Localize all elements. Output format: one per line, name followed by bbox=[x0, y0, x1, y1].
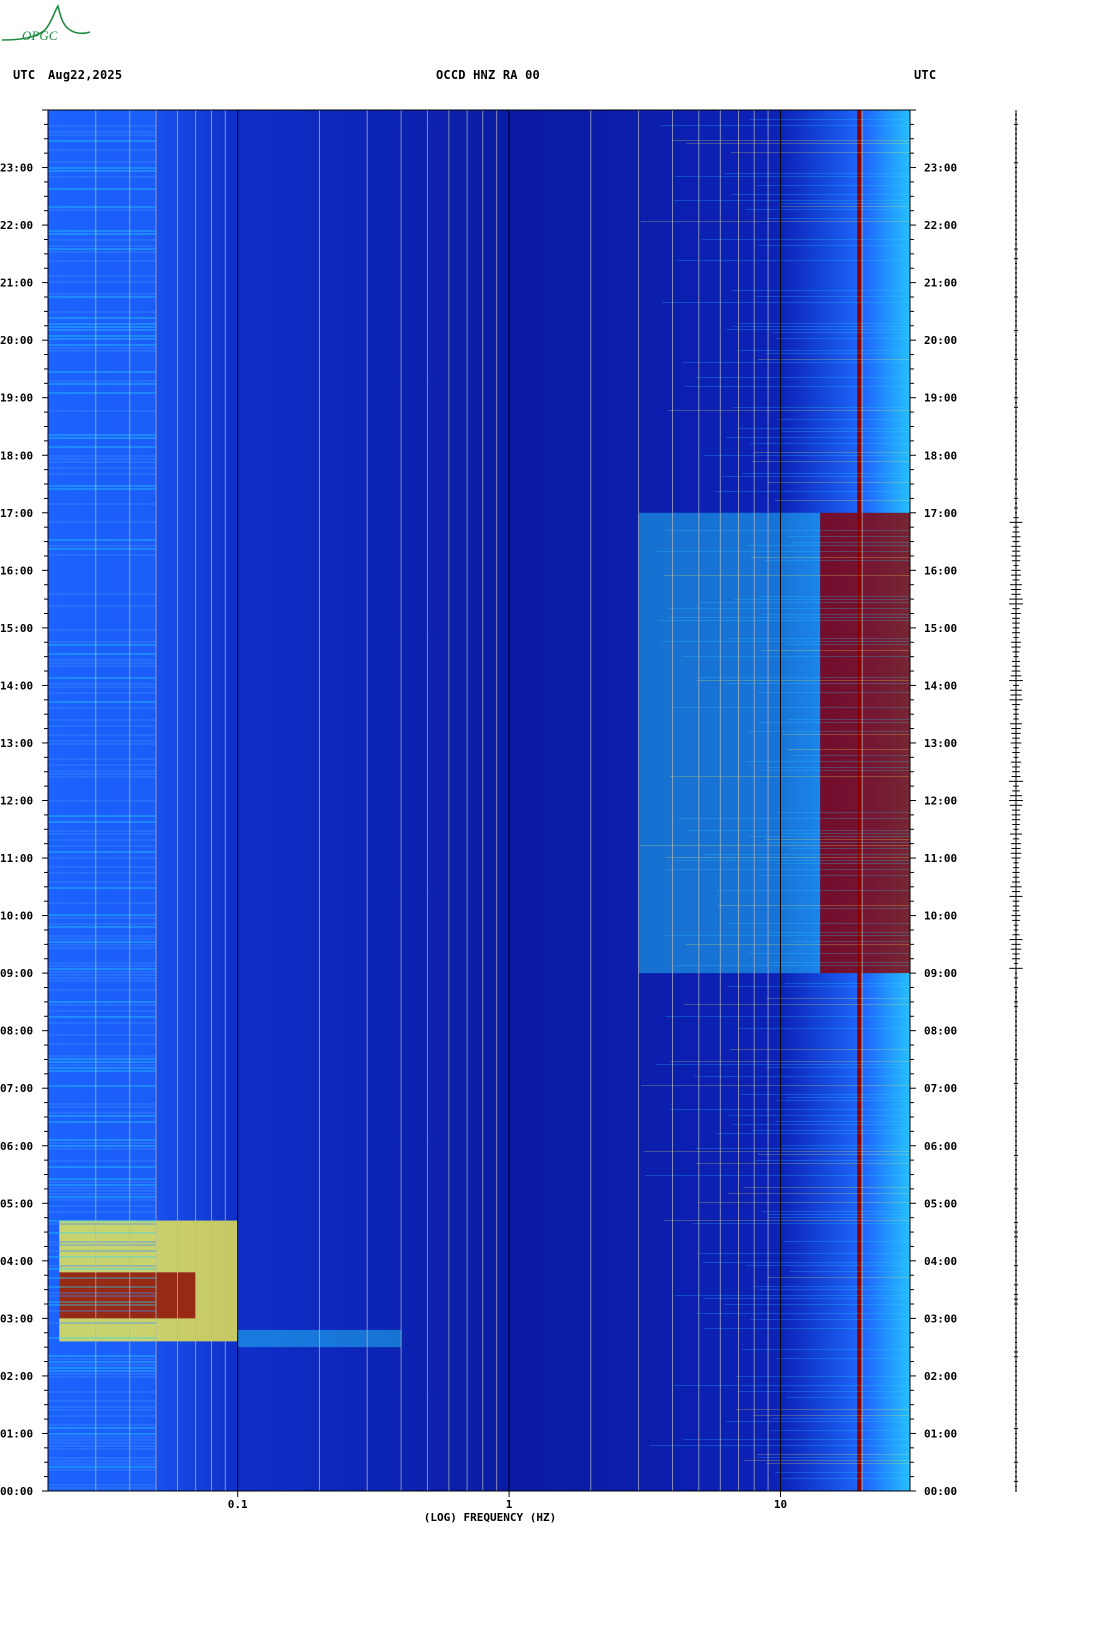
y-tick-right-5: 05:00 bbox=[924, 1197, 957, 1210]
y-tick-right-3: 03:00 bbox=[924, 1312, 957, 1325]
x-tick-2: 10 bbox=[774, 1498, 787, 1511]
y-tick-right-21: 21:00 bbox=[924, 277, 957, 290]
y-tick-right-14: 14:00 bbox=[924, 679, 957, 692]
header-left-tz: UTC bbox=[13, 68, 36, 82]
feature-band-6 bbox=[820, 512, 910, 974]
y-tick-left-9: 09:00 bbox=[0, 967, 33, 980]
y-tick-right-15: 15:00 bbox=[924, 622, 957, 635]
y-tick-right-12: 12:00 bbox=[924, 795, 957, 808]
y-tick-left-15: 15:00 bbox=[0, 622, 33, 635]
y-tick-left-22: 22:00 bbox=[0, 219, 33, 232]
x-axis-label: (LOG) FREQUENCY (HZ) bbox=[424, 1511, 556, 1524]
y-tick-left-10: 10:00 bbox=[0, 910, 33, 923]
y-tick-left-11: 11:00 bbox=[0, 852, 33, 865]
frequency-grid bbox=[95, 110, 863, 1491]
y-tick-left-5: 05:00 bbox=[0, 1197, 33, 1210]
y-tick-left-20: 20:00 bbox=[0, 334, 33, 347]
y-tick-right-18: 18:00 bbox=[924, 449, 957, 462]
feature-band-4 bbox=[59, 1272, 196, 1319]
y-axis-left: 00:00 01:00 02:00 03:00 04:00 05:00 06:00 07:00… bbox=[0, 109, 48, 1498]
y-tick-right-20: 20:00 bbox=[924, 334, 957, 347]
y-axis-right: 00:00 01:00 02:00 03:00 04:00 05:00 06:00 07:00… bbox=[910, 109, 957, 1498]
y-tick-left-16: 16:00 bbox=[0, 564, 33, 577]
y-tick-right-13: 13:00 bbox=[924, 737, 957, 750]
y-tick-right-16: 16:00 bbox=[924, 564, 957, 577]
y-tick-left-8: 08:00 bbox=[0, 1025, 33, 1038]
y-tick-right-6: 06:00 bbox=[924, 1140, 957, 1153]
header-date: Aug22,2025 bbox=[48, 68, 123, 82]
y-tick-left-7: 07:00 bbox=[0, 1082, 33, 1095]
y-tick-left-18: 18:00 bbox=[0, 449, 33, 462]
y-tick-left-1: 01:00 bbox=[0, 1427, 33, 1440]
opgc-logo: OPGC bbox=[1, 4, 91, 43]
y-tick-right-17: 17:00 bbox=[924, 507, 957, 520]
y-tick-left-23: 23:00 bbox=[0, 162, 33, 175]
y-tick-right-4: 04:00 bbox=[924, 1255, 957, 1268]
y-tick-right-2: 02:00 bbox=[924, 1370, 957, 1383]
y-tick-left-13: 13:00 bbox=[0, 737, 33, 750]
y-tick-left-21: 21:00 bbox=[0, 277, 33, 290]
seismic-trace bbox=[1009, 110, 1023, 1492]
y-tick-right-7: 07:00 bbox=[924, 1082, 957, 1095]
time-stripes bbox=[48, 119, 910, 1489]
y-tick-left-4: 04:00 bbox=[0, 1255, 33, 1268]
header-station: OCCD HNZ RA 00 bbox=[436, 68, 540, 82]
y-tick-left-12: 12:00 bbox=[0, 795, 33, 808]
logo-text: OPGC bbox=[22, 28, 58, 43]
y-tick-left-19: 19:00 bbox=[0, 392, 33, 405]
y-tick-left-0: 00:00 bbox=[0, 1485, 33, 1498]
y-tick-right-23: 23:00 bbox=[924, 162, 957, 175]
y-tick-right-22: 22:00 bbox=[924, 219, 957, 232]
feature-band-2 bbox=[638, 512, 821, 974]
x-tick-1: 1 bbox=[506, 1498, 513, 1511]
spectrogram-features bbox=[48, 110, 910, 1491]
y-tick-left-14: 14:00 bbox=[0, 679, 33, 692]
y-tick-right-10: 10:00 bbox=[924, 910, 957, 923]
y-tick-left-6: 06:00 bbox=[0, 1140, 33, 1153]
y-tick-right-1: 01:00 bbox=[924, 1427, 957, 1440]
header-right-tz: UTC bbox=[914, 68, 937, 82]
y-tick-right-19: 19:00 bbox=[924, 392, 957, 405]
y-tick-right-8: 08:00 bbox=[924, 1025, 957, 1038]
x-axis: 0.1 1 10 bbox=[228, 1491, 787, 1511]
x-tick-0: 0.1 bbox=[228, 1498, 248, 1511]
y-tick-right-9: 09:00 bbox=[924, 967, 957, 980]
y-tick-left-3: 03:00 bbox=[0, 1312, 33, 1325]
y-tick-right-0: 00:00 bbox=[924, 1485, 957, 1498]
y-tick-left-2: 02:00 bbox=[0, 1370, 33, 1383]
y-tick-right-11: 11:00 bbox=[924, 852, 957, 865]
y-tick-left-17: 17:00 bbox=[0, 507, 33, 520]
